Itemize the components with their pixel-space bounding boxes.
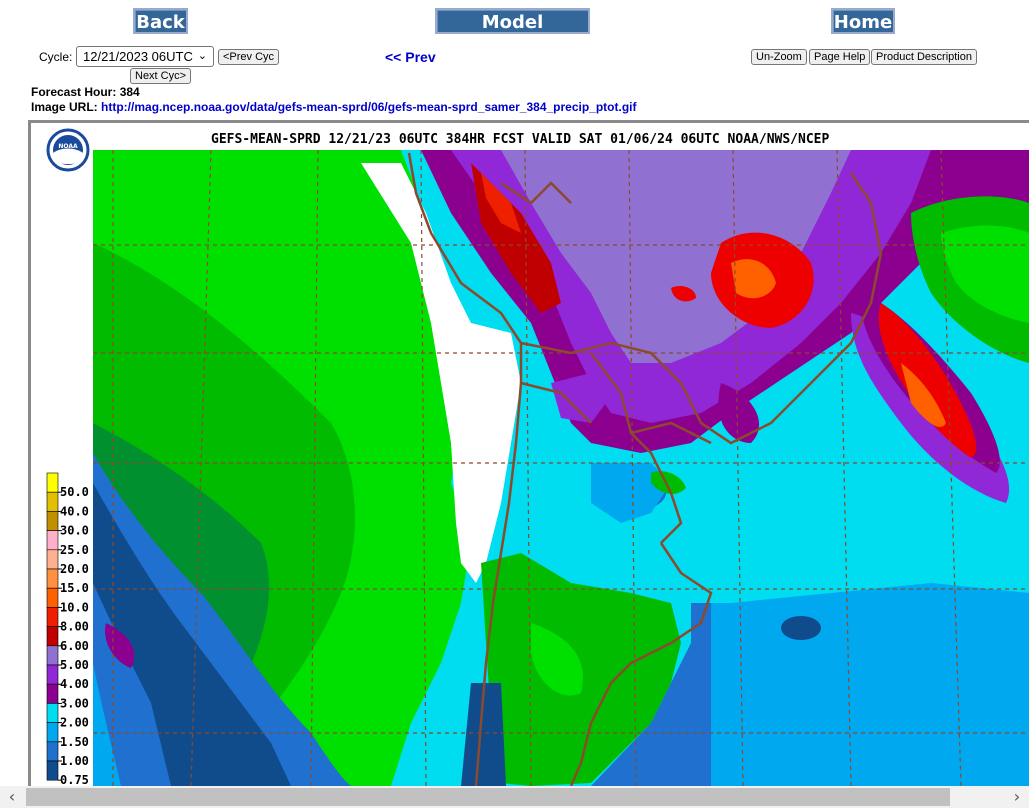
forecast-hour-label: Forecast Hour:	[31, 85, 117, 99]
scroll-left-icon[interactable]: ‹	[8, 787, 16, 806]
horizontal-scrollbar[interactable]: ‹ ›	[0, 786, 1029, 808]
legend-label: 0.75	[60, 773, 89, 786]
cycle-label: Cycle:	[39, 50, 73, 64]
scrollbar-thumb[interactable]	[26, 788, 950, 806]
image-url-line: Image URL: http://mag.ncep.noaa.gov/data…	[31, 100, 637, 114]
legend-label: 6.00	[60, 639, 89, 653]
legend-swatch	[46, 741, 59, 762]
legend-label: 10.0	[60, 600, 89, 614]
country-borders	[407, 152, 883, 786]
legend-label: 1.00	[60, 754, 89, 768]
scroll-right-icon[interactable]: ›	[1013, 787, 1021, 806]
legend-label: 20.0	[60, 562, 89, 576]
legend-label: 3.00	[60, 696, 89, 710]
noaa-logo: NOAA	[46, 128, 90, 172]
noaa-logo-text: NOAA	[58, 143, 78, 150]
precip-map: GEFS-MEAN-SPRD 12/21/23 06UTC 384HR FCST…	[31, 123, 1029, 786]
color-legend: 50.0 40.0 30.0 25.0 20.0 15.0 10.0 8.00 6.00 5.00…	[46, 472, 89, 786]
forecast-hour-line: Forecast Hour: 384	[31, 85, 140, 99]
product-description-button[interactable]: Product Description	[871, 49, 977, 65]
legend-label: 40.0	[60, 504, 89, 518]
model-guidance-button[interactable]: Model Guidance	[435, 8, 590, 59]
legend-swatch	[46, 703, 59, 723]
legend-swatch	[46, 511, 59, 531]
legend-label: 2.00	[60, 716, 89, 730]
image-url-link[interactable]: http://mag.ncep.noaa.gov/data/gefs-mean-…	[101, 100, 637, 114]
legend-label: 25.0	[60, 543, 89, 557]
legend-swatch	[46, 491, 59, 512]
legend-label: 1.50	[60, 735, 89, 749]
prev-cycle-button[interactable]: <Prev Cyc	[218, 49, 280, 65]
chevron-down-icon: ⌄	[197, 50, 207, 62]
legend-swatch	[46, 683, 59, 704]
legend-swatch	[46, 587, 59, 608]
legend-swatch	[46, 645, 59, 666]
legend-swatch	[46, 722, 59, 743]
legend-swatch	[46, 472, 59, 493]
legend-swatch	[46, 568, 59, 589]
next-cycle-button[interactable]: Next Cyc>	[130, 68, 192, 84]
legend-swatch	[46, 626, 59, 647]
cycle-select-value: 12/21/2023 06UTC	[83, 49, 193, 64]
legend-label: 4.00	[60, 677, 89, 691]
legend-swatch	[46, 530, 59, 551]
cycle-select[interactable]: 12/21/2023 06UTC ⌄	[76, 46, 214, 67]
back-button[interactable]: Back	[133, 8, 188, 34]
map-title: GEFS-MEAN-SPRD 12/21/23 06UTC 384HR FCST…	[211, 132, 829, 147]
unzoom-button[interactable]: Un-Zoom	[751, 49, 807, 65]
forecast-map-image[interactable]: GEFS-MEAN-SPRD 12/21/23 06UTC 384HR FCST…	[28, 120, 1029, 786]
legend-label: 5.00	[60, 658, 89, 672]
legend-swatch	[46, 664, 59, 685]
legend-label: 8.00	[60, 620, 89, 634]
legend-label: 50.0	[60, 485, 89, 499]
forecast-hour-value: 384	[119, 85, 140, 99]
page-help-button[interactable]: Page Help	[809, 49, 871, 65]
lat-lon-grid	[93, 149, 1029, 786]
legend-label: 15.0	[60, 581, 89, 595]
map-plot-area	[93, 149, 1029, 786]
legend-label: 30.0	[60, 524, 89, 538]
legend-swatch	[46, 549, 59, 570]
prev-link[interactable]: << Prev	[385, 49, 436, 65]
home-button[interactable]: Home	[831, 8, 895, 34]
image-url-label: Image URL:	[31, 100, 98, 114]
legend-swatch	[46, 760, 59, 781]
legend-swatch	[46, 607, 59, 627]
